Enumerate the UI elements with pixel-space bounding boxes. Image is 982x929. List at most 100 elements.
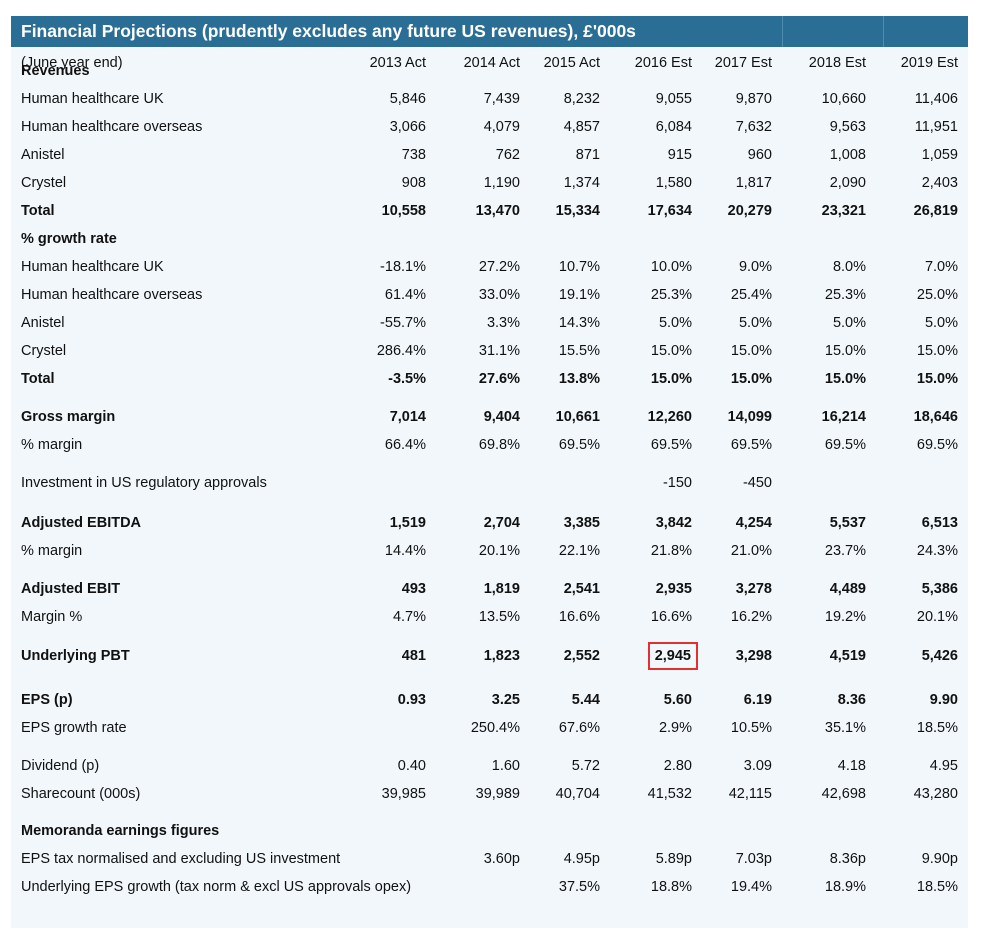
table-cell: 8.0% — [832, 259, 866, 275]
table-row: Memoranda earnings figures — [11, 819, 968, 843]
table-cell: 69.5% — [650, 437, 692, 453]
table-cell: 2,945 — [647, 642, 699, 670]
table-cell: 3,298 — [735, 648, 772, 664]
row-label: % margin — [21, 543, 83, 559]
table-cell: 493 — [401, 581, 426, 597]
row-label: Human healthcare overseas — [21, 119, 203, 135]
row-label: Human healthcare UK — [21, 91, 164, 107]
table-row: % growth rate — [11, 227, 968, 251]
table-cell: 6,084 — [655, 119, 692, 135]
table-cell: -450 — [742, 475, 772, 491]
table-cell: 11,951 — [914, 119, 958, 135]
table-cell: 1,519 — [389, 515, 426, 531]
table-cell: 3,066 — [389, 119, 426, 135]
table-cell: 1,580 — [655, 175, 692, 191]
table-cell: 7.0% — [924, 259, 958, 275]
table-cell: 25.3% — [824, 287, 866, 303]
table-cell: 15.0% — [650, 371, 692, 387]
table-cell: 2.9% — [658, 720, 692, 736]
table-cell: 3.25 — [491, 692, 520, 708]
table-cell: 871 — [575, 147, 600, 163]
table-cell: 26,819 — [913, 203, 958, 219]
row-label: Revenues — [21, 63, 90, 79]
table-cell: 5,537 — [829, 515, 866, 531]
table-cell: 0.93 — [397, 692, 426, 708]
column-header-year: 2016 Est — [634, 55, 692, 71]
table-cell: 2,552 — [563, 648, 600, 664]
row-label: Total — [21, 371, 55, 387]
table-cell: 22.1% — [558, 543, 600, 559]
table-cell: 9.90p — [921, 851, 958, 867]
table-cell: 33.0% — [478, 287, 520, 303]
table-row: % margin 14.4% 20.1% 22.1% 21.8% 21.0% 23.7% 24… — [11, 539, 968, 563]
row-label: Human healthcare UK — [21, 259, 164, 275]
table-cell: 8.36 — [837, 692, 866, 708]
table-cell: -150 — [662, 475, 692, 491]
table-cell: 37.5% — [558, 879, 600, 895]
row-label: Underlying PBT — [21, 648, 130, 664]
table-cell: 10,558 — [381, 203, 426, 219]
table-cell: 15.0% — [916, 343, 958, 359]
column-header-year: 2013 Act — [369, 55, 426, 71]
title-bar-divider — [782, 16, 783, 47]
row-label: EPS growth rate — [21, 720, 127, 736]
table-cell: 17,634 — [647, 203, 692, 219]
table-cell: 9,563 — [829, 119, 866, 135]
table-cell: 15.0% — [824, 371, 866, 387]
table-cell: 69.8% — [478, 437, 520, 453]
table-cell: 5,386 — [921, 581, 958, 597]
table-cell: 16.6% — [558, 609, 600, 625]
table-cell: -55.7% — [380, 315, 426, 331]
table-cell: 6,513 — [921, 515, 958, 531]
table-cell: 10.7% — [558, 259, 600, 275]
table-cell: 25.4% — [730, 287, 772, 303]
table-cell: 14.4% — [384, 543, 426, 559]
table-cell: 5.0% — [832, 315, 866, 331]
table-cell: 67.6% — [558, 720, 600, 736]
table-cell: 481 — [401, 648, 426, 664]
table-cell: 2,935 — [655, 581, 692, 597]
table-cell: 11,406 — [914, 91, 958, 107]
row-label: EPS tax normalised and excluding US inve… — [21, 851, 341, 867]
table-row: Dividend (p) 0.40 1.60 5.72 2.80 3.09 4.18 4.95 — [11, 754, 968, 778]
table-cell: 5.60 — [663, 692, 692, 708]
table-cell: 2,541 — [563, 581, 600, 597]
table-row: Adjusted EBITDA 1,519 2,704 3,385 3,842 4,254… — [11, 511, 968, 535]
table-cell: 3,385 — [563, 515, 600, 531]
table-cell: 16.6% — [650, 609, 692, 625]
table-cell: 14,099 — [727, 409, 772, 425]
table-cell: 5.72 — [571, 758, 600, 774]
table-cell: 4.7% — [392, 609, 426, 625]
table-cell: 15,334 — [555, 203, 600, 219]
row-label: Anistel — [21, 147, 65, 163]
table-cell: 4,519 — [829, 648, 866, 664]
table-title-bar: Financial Projections (prudently exclude… — [11, 16, 968, 47]
table-cell: 1.60 — [491, 758, 520, 774]
table-cell: 20.1% — [916, 609, 958, 625]
table-cell: 4,857 — [563, 119, 600, 135]
table-cell: 8,232 — [563, 91, 600, 107]
title-bar-divider — [883, 16, 884, 47]
row-label: Dividend (p) — [21, 758, 100, 774]
table-cell: 16.2% — [730, 609, 772, 625]
table-cell: 18.5% — [916, 720, 958, 736]
row-label: Crystel — [21, 343, 67, 359]
table-cell: 7,014 — [389, 409, 426, 425]
table-cell: 5.89p — [655, 851, 692, 867]
table-cell: 5.0% — [658, 315, 692, 331]
table-cell: 10.5% — [730, 720, 772, 736]
table-cell: 15.0% — [916, 371, 958, 387]
table-cell: 15.0% — [824, 343, 866, 359]
table-row: Total 10,558 13,470 15,334 17,634 20,279 23,32… — [11, 199, 968, 223]
table-cell: 19.4% — [730, 879, 772, 895]
table-cell: 43,280 — [913, 786, 958, 802]
table-title: Financial Projections (prudently exclude… — [21, 21, 636, 41]
table-cell: 13.8% — [558, 371, 600, 387]
table-cell: 3,278 — [735, 581, 772, 597]
table-cell: 15.5% — [558, 343, 600, 359]
row-label: Total — [21, 203, 55, 219]
row-label: % growth rate — [21, 231, 117, 247]
row-label: Memoranda earnings figures — [21, 823, 220, 839]
table-cell: 4.95 — [929, 758, 958, 774]
table-cell: 10,660 — [821, 91, 866, 107]
